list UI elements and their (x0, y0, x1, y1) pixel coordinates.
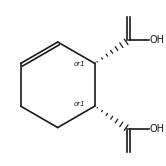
Text: or1: or1 (74, 101, 85, 107)
Text: OH: OH (150, 124, 165, 134)
Text: OH: OH (150, 35, 165, 45)
Text: or1: or1 (74, 61, 85, 67)
